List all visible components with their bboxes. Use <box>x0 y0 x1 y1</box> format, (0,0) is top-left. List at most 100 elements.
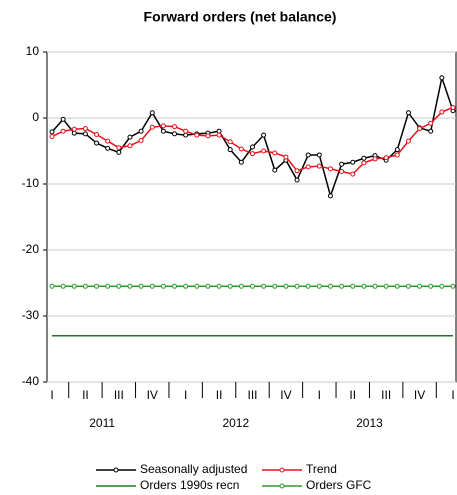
point <box>394 152 400 158</box>
point <box>439 109 445 115</box>
point <box>261 148 267 154</box>
point <box>149 110 155 116</box>
point <box>105 138 111 144</box>
x-tick-label: II <box>349 388 356 402</box>
chart-title: Forward orders (net balance) <box>144 9 337 25</box>
point <box>394 147 400 153</box>
point <box>82 131 88 137</box>
y-tick-label: -40 <box>22 374 40 388</box>
point <box>361 155 367 161</box>
point <box>350 159 356 165</box>
point <box>116 145 122 151</box>
series-line <box>51 106 454 175</box>
x-tick-label: I <box>184 388 187 402</box>
x-tick-label: III <box>247 388 257 402</box>
point <box>94 140 100 146</box>
point <box>417 283 423 289</box>
x-tick-label: II <box>82 388 89 402</box>
point <box>450 283 456 289</box>
y-tick-label: 0 <box>32 110 39 124</box>
point <box>238 283 244 289</box>
point <box>172 283 178 289</box>
x-tick-label: III <box>381 388 391 402</box>
point <box>261 283 267 289</box>
legend-label: Trend <box>306 462 337 476</box>
point <box>405 138 411 144</box>
year-label: 2012 <box>222 416 249 430</box>
point <box>149 124 155 130</box>
point <box>60 128 66 134</box>
x-tick-label: I <box>318 388 321 402</box>
point <box>350 171 356 177</box>
point <box>305 283 311 289</box>
point <box>127 283 133 289</box>
point <box>49 133 55 139</box>
point <box>216 132 222 138</box>
legend-marker <box>279 467 285 473</box>
point <box>450 104 456 110</box>
point <box>71 283 77 289</box>
point <box>339 161 345 167</box>
point <box>183 283 189 289</box>
point <box>183 128 189 134</box>
point <box>250 283 255 289</box>
point <box>383 155 389 161</box>
point <box>316 152 322 158</box>
point <box>327 166 333 172</box>
point <box>305 164 311 170</box>
point <box>361 283 367 289</box>
x-tick-label: IV <box>414 388 425 402</box>
point <box>116 149 122 155</box>
point <box>71 130 77 136</box>
point <box>250 151 255 157</box>
point <box>428 283 434 289</box>
x-tick-label: III <box>114 388 124 402</box>
legend-marker <box>279 483 285 489</box>
year-label: 2011 <box>89 416 115 430</box>
point <box>327 283 333 289</box>
point <box>194 283 200 289</box>
point <box>216 128 222 134</box>
point <box>294 177 300 183</box>
point <box>205 133 211 139</box>
point <box>227 147 233 153</box>
y-tick-label: -30 <box>22 308 40 322</box>
point <box>238 146 244 152</box>
point <box>49 129 55 135</box>
point <box>82 126 88 132</box>
point <box>194 132 200 138</box>
point <box>283 154 289 160</box>
point <box>160 128 166 134</box>
point <box>127 134 133 140</box>
point <box>82 283 88 289</box>
point <box>127 143 133 149</box>
x-tick-label: IV <box>147 388 158 402</box>
point <box>372 156 378 162</box>
point <box>394 283 400 289</box>
point <box>227 139 233 145</box>
point <box>227 283 233 289</box>
legend-label: Orders GFC <box>306 478 372 492</box>
point <box>294 168 300 174</box>
point <box>383 283 389 289</box>
point <box>350 283 356 289</box>
point <box>405 110 411 116</box>
point <box>272 283 278 289</box>
point <box>149 283 155 289</box>
point <box>105 283 111 289</box>
point <box>160 283 166 289</box>
point <box>172 131 178 137</box>
x-tick-label: I <box>451 388 454 402</box>
y-tick-label: -20 <box>22 242 40 256</box>
point <box>294 283 300 289</box>
point <box>238 159 244 165</box>
point <box>327 193 333 199</box>
x-tick-label: IV <box>280 388 291 402</box>
point <box>339 168 345 174</box>
point <box>339 283 345 289</box>
point <box>316 283 322 289</box>
point <box>105 145 111 151</box>
legend-label: Orders 1990s recn <box>140 478 239 492</box>
point <box>261 132 267 138</box>
point <box>439 283 445 289</box>
